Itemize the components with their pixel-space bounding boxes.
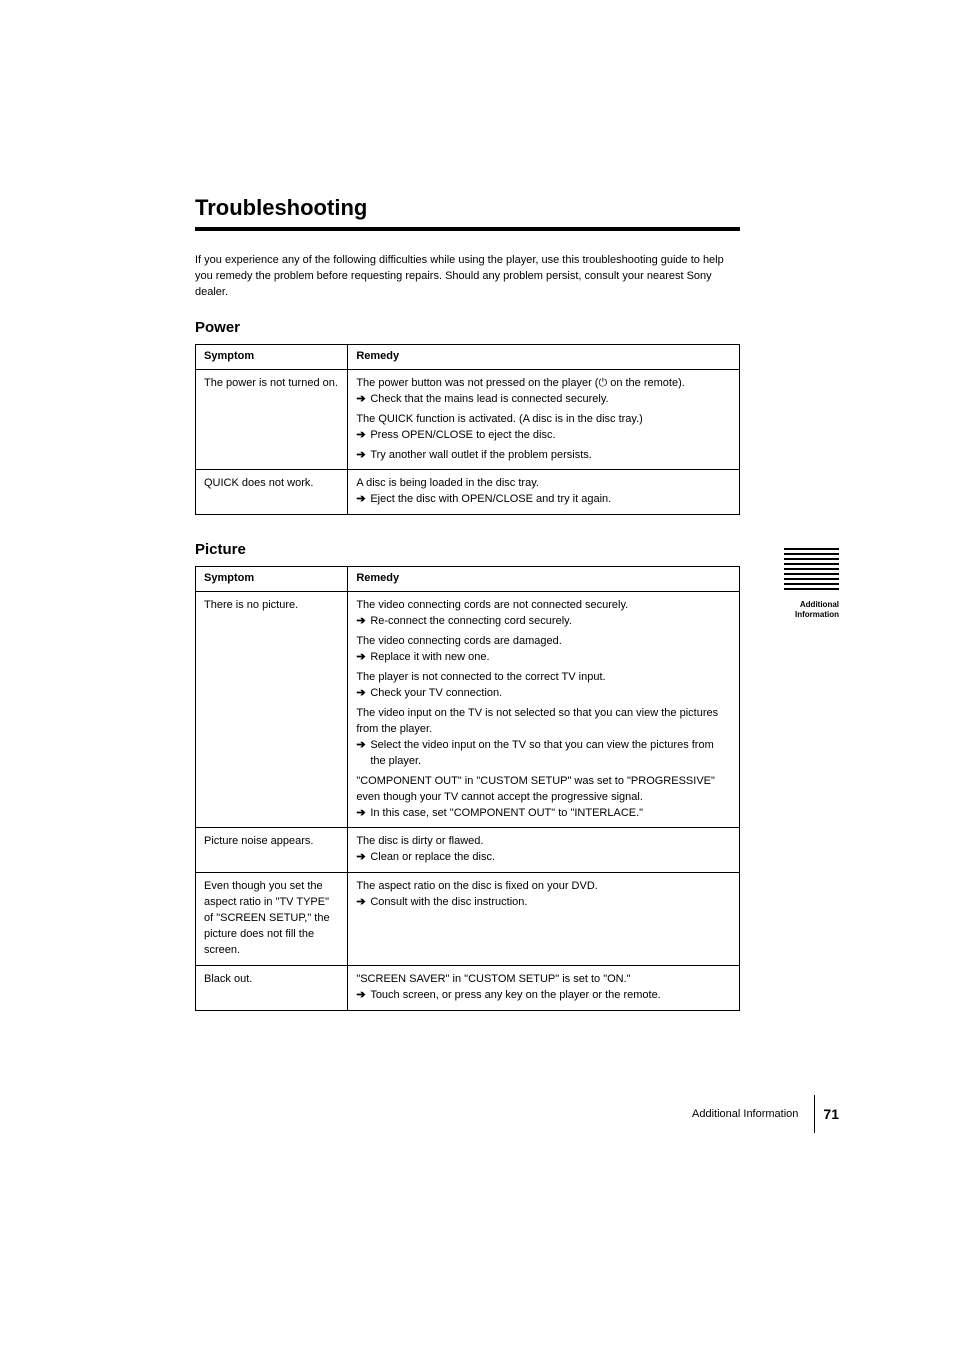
arrow-icon: ➔ (356, 806, 370, 822)
table-row: The power is not turned on. The power bu… (196, 369, 740, 470)
table-power: Symptom Remedy The power is not turned o… (195, 344, 740, 516)
remedy-action: Touch screen, or press any key on the pl… (370, 988, 731, 1004)
remedy-action: Check your TV connection. (370, 686, 731, 702)
remedy-action: Clean or replace the disc. (370, 850, 731, 866)
power-icon: ⏻ (598, 377, 607, 389)
symptom-cell: The power is not turned on. (196, 369, 348, 470)
remedy-lead: The aspect ratio on the disc is fixed on… (356, 879, 731, 895)
col-header-symptom: Symptom (196, 567, 348, 592)
side-tab-bars (784, 548, 839, 590)
remedy-cell: The power button was not pressed on the … (348, 369, 740, 470)
remedy-lead: The disc is dirty or flawed. (356, 834, 731, 850)
page-title: Troubleshooting (195, 195, 740, 221)
remedy-lead: The video connecting cords are not conne… (356, 598, 731, 614)
remedy-action: Consult with the disc instruction. (370, 895, 731, 911)
remedy-cell: The aspect ratio on the disc is fixed on… (348, 873, 740, 966)
remedy-lead: The video input on the TV is not selecte… (356, 706, 731, 738)
table-row: There is no picture. The video connectin… (196, 592, 740, 828)
arrow-icon: ➔ (356, 650, 370, 666)
table-picture: Symptom Remedy There is no picture. The … (195, 566, 740, 1011)
arrow-icon: ➔ (356, 850, 370, 866)
remedy-action: Press OPEN/CLOSE to eject the disc. (370, 428, 731, 444)
remedy-action: Eject the disc with OPEN/CLOSE and try i… (370, 492, 731, 508)
section-heading-picture: Picture (195, 541, 740, 558)
table-row: Picture noise appears. The disc is dirty… (196, 828, 740, 873)
remedy-action: Replace it with new one. (370, 650, 731, 666)
footer-text: Additional Information (692, 1108, 806, 1120)
symptom-cell: Black out. (196, 966, 348, 1011)
title-rule (195, 227, 740, 231)
remedy-cell: The video connecting cords are not conne… (348, 592, 740, 828)
remedy-lead: A disc is being loaded in the disc tray. (356, 476, 731, 492)
arrow-icon: ➔ (356, 492, 370, 508)
col-header-remedy: Remedy (348, 567, 740, 592)
arrow-icon: ➔ (356, 614, 370, 630)
symptom-cell: Even though you set the aspect ratio in … (196, 873, 348, 966)
remedy-cell: "SCREEN SAVER" in "CUSTOM SETUP" is set … (348, 966, 740, 1011)
remedy-action: Check that the mains lead is connected s… (370, 392, 731, 408)
symptom-cell: There is no picture. (196, 592, 348, 828)
table-row: Black out. "SCREEN SAVER" in "CUSTOM SET… (196, 966, 740, 1011)
intro-text: If you experience any of the following d… (195, 253, 740, 301)
arrow-icon: ➔ (356, 738, 370, 754)
symptom-cell: QUICK does not work. (196, 470, 348, 515)
remedy-action: In this case, set "COMPONENT OUT" to "IN… (370, 806, 731, 822)
remedy-action: Select the video input on the TV so that… (370, 738, 731, 770)
side-tab-label: Additional Information (764, 600, 839, 619)
table-row: QUICK does not work. A disc is being loa… (196, 470, 740, 515)
remedy-cell: The disc is dirty or flawed. ➔ Clean or … (348, 828, 740, 873)
arrow-icon: ➔ (356, 428, 370, 444)
remedy-lead: The player is not connected to the corre… (356, 670, 731, 686)
table-row: Even though you set the aspect ratio in … (196, 873, 740, 966)
symptom-cell: Picture noise appears. (196, 828, 348, 873)
remedy-action: Re-connect the connecting cord securely. (370, 614, 731, 630)
remedy-lead: "COMPONENT OUT" in "CUSTOM SETUP" was se… (356, 774, 731, 806)
remedy-action: Try another wall outlet if the problem p… (370, 448, 731, 464)
footer-divider (814, 1095, 815, 1133)
arrow-icon: ➔ (356, 686, 370, 702)
arrow-icon: ➔ (356, 895, 370, 911)
remedy-cell: A disc is being loaded in the disc tray.… (348, 470, 740, 515)
remedy-lead: The power button was not pressed on the … (356, 376, 731, 392)
page-number: 71 (823, 1106, 839, 1122)
arrow-icon: ➔ (356, 392, 370, 408)
arrow-icon: ➔ (356, 448, 370, 464)
remedy-lead: The video connecting cords are damaged. (356, 634, 731, 650)
col-header-symptom: Symptom (196, 344, 348, 369)
section-heading-power: Power (195, 319, 740, 336)
arrow-icon: ➔ (356, 988, 370, 1004)
col-header-remedy: Remedy (348, 344, 740, 369)
remedy-lead: "SCREEN SAVER" in "CUSTOM SETUP" is set … (356, 972, 731, 988)
page-footer: Additional Information 71 (692, 1095, 839, 1133)
remedy-lead: The QUICK function is activated. (A disc… (356, 412, 731, 428)
